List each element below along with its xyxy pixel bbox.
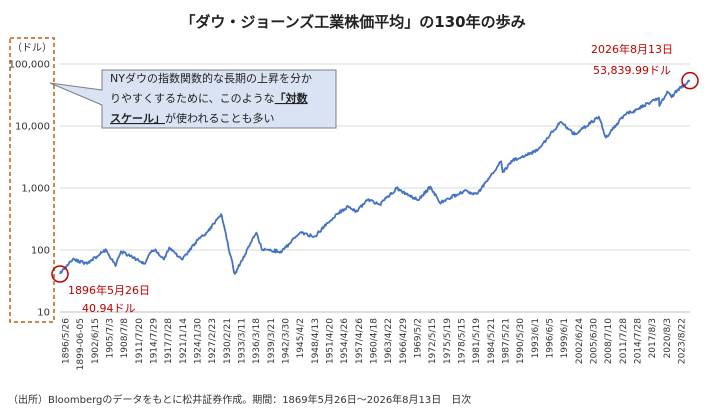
end-point-circle [681, 71, 699, 90]
x-tick-label: 1927/2/23 [208, 318, 218, 364]
x-tick-label: 1951/4/20 [326, 318, 336, 364]
x-tick-label: 1990/5/30 [516, 318, 526, 364]
y-tick-label: 10,000 [15, 122, 50, 133]
callout-shape [49, 69, 337, 129]
x-tick-label: 1981/5/19 [472, 318, 482, 364]
dow-jones-line [59, 79, 691, 275]
end-value-label: 53,839.99ドル [593, 64, 671, 77]
x-tick-label: 1963/4/22 [384, 318, 394, 364]
x-tick-label: 1945/4/2 [296, 318, 306, 358]
x-tick-label: 1972/5/15 [428, 318, 438, 364]
x-tick-label: 1924/1/30 [194, 318, 204, 364]
x-tick-label: 1966/4/29 [399, 318, 409, 364]
source-note: （出所）Bloombergのデータをもとに松井証券作成。期間：1869年5月26… [8, 393, 471, 406]
x-tick-label: 1969/5/2 [414, 318, 424, 358]
callout-line-3-emphasis: スケール」 [110, 112, 165, 125]
x-tick-label: 1917/7/28 [164, 318, 174, 364]
y-axis-unit-label: （ドル） [12, 42, 52, 54]
x-tick-label: 1933/3/11 [238, 318, 248, 364]
callout-line-2: りやすくするために、このような「対数 [110, 91, 309, 105]
x-axis-ticks: 1896/5/26 1899-06-05 1902/6/15 1905/7/3 1908… [62, 318, 688, 371]
y-axis-highlight-box [9, 37, 55, 323]
x-tick-label: 2008/7/10 [604, 318, 614, 364]
x-tick-label: 1902/6/15 [91, 318, 101, 364]
start-date-label: 1896年5月26日 [68, 283, 150, 297]
x-tick-label: 2005/6/30 [590, 318, 600, 364]
x-tick-label: 1978/5/15 [458, 318, 468, 364]
x-tick-label: 1960/4/18 [370, 318, 380, 364]
x-tick-label: 1939/3/21 [267, 318, 277, 364]
x-tick-label: 2011/7/28 [619, 318, 629, 364]
x-tick-label: 1930/2/21 [223, 318, 233, 364]
x-tick-label: 1908/7/8 [120, 318, 130, 359]
x-tick-label: 1921/1/14 [179, 318, 189, 364]
x-tick-label: 1984/5/21 [487, 318, 497, 364]
start-point-circle [51, 265, 69, 283]
end-date-label: 2026年8月13日 [591, 42, 673, 56]
y-tick-label: 1,000 [21, 184, 50, 195]
x-tick-label: 2002/6/24 [575, 318, 585, 364]
x-tick-label: 1987/5/21 [502, 318, 512, 364]
x-tick-label: 1911/7/20 [135, 318, 145, 364]
x-tick-label: 1942/3/30 [282, 318, 292, 364]
x-tick-label: 1899-06-05 [76, 318, 86, 370]
x-tick-label: 1957/4/26 [355, 318, 365, 364]
callout-line-2-emphasis: 「対数 [275, 91, 309, 105]
callout-line-3: スケール」が使われることも多い [110, 111, 274, 125]
y-tick-label: 10 [37, 308, 50, 319]
x-tick-label: 1999/6/1 [560, 318, 570, 358]
x-tick-label: 2014/7/28 [634, 318, 644, 364]
x-tick-label: 2023/8/22 [678, 318, 688, 364]
y-axis-ticks: 10 100 1,000 10,000 100,000 [9, 60, 50, 319]
callout-line-2-regular: りやすくするために、このような [110, 92, 275, 105]
y-tick-label: 100 [31, 246, 50, 257]
callout-line-1: NYダウの指数関数的な長期の上昇を分か [110, 71, 312, 85]
start-value-label: 40.94ドル [82, 302, 136, 315]
callout: NYダウの指数関数的な長期の上昇を分か りやすくするために、このような「対数 ス… [49, 69, 337, 129]
x-tick-label: 1954/4/26 [340, 318, 350, 364]
x-tick-label: 1936/3/18 [252, 318, 262, 364]
x-tick-label: 1975/5/19 [443, 318, 453, 364]
x-tick-label: 1993/6/1 [531, 318, 541, 358]
y-tick-label: 100,000 [9, 60, 50, 71]
x-tick-label: 1905/7/3 [106, 318, 116, 358]
x-tick-label: 2020/8/3 [663, 318, 673, 358]
callout-line-3-regular: が使われることも多い [165, 111, 274, 125]
x-tick-label: 2017/8/3 [648, 318, 658, 358]
x-tick-label: 1948/4/13 [311, 318, 321, 364]
x-tick-label: 1914/7/29 [150, 318, 160, 364]
chart-title: 「ダウ・ジョーンズ工業株価平均」の130年の歩み [180, 13, 525, 31]
x-tick-label: 1896/5/26 [62, 318, 72, 364]
x-tick-label: 1996/6/5 [546, 318, 556, 358]
